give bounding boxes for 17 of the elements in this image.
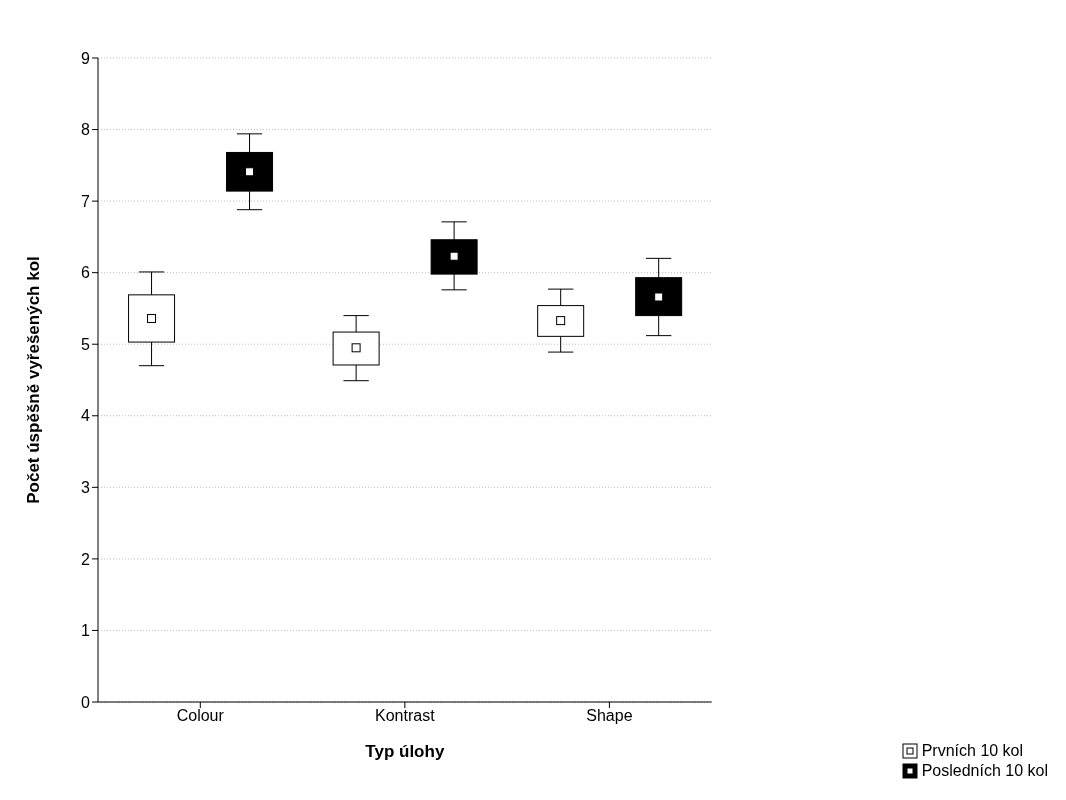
y-tick-label: 6 [81,264,91,282]
x-axis-title: Typ úlohy [365,742,445,761]
y-tick-label: 7 [81,192,91,210]
y-tick-label: 9 [81,49,91,67]
y-tick-label: 8 [81,121,91,139]
y-axis-title: Počet úspěšně vyřešených kol [24,256,44,504]
y-tick-label: 0 [81,693,91,711]
x-tick-label: Kontrast [375,707,436,725]
x-tick-label: Colour [176,707,225,725]
y-tick-label: 4 [81,407,91,425]
legend-label: Posledních 10 kol [921,762,1048,780]
y-tick-label: 1 [81,622,91,640]
y-tick-label: 5 [81,335,91,353]
y-tick-label: 3 [81,479,91,497]
y-tick-label: 2 [81,550,91,568]
x-tick-label: Shape [586,707,633,725]
legend-label: Prvních 10 kol [921,742,1024,760]
